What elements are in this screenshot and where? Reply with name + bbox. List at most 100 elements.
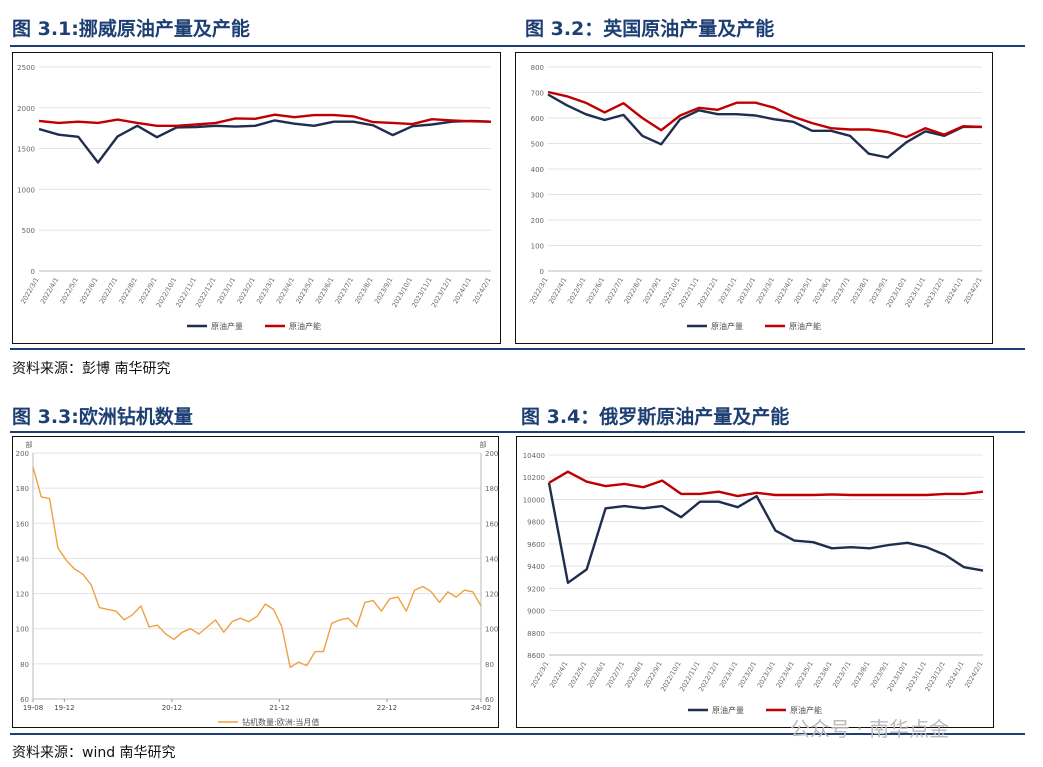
x-tick-label: 2022/3/1	[19, 276, 41, 305]
x-tick-label: 2023/1/1	[216, 276, 238, 305]
x-tick-label: 2024/2/1	[963, 660, 985, 689]
y-tick-label: 500	[22, 227, 35, 235]
legend-label: 原油产能	[289, 321, 321, 331]
x-tick-label: 2022/4/1	[39, 276, 61, 305]
chart-title-russia: 图 3.4：俄罗斯原油产量及产能	[521, 406, 790, 428]
chart-title-europe-rigs: 图 3.3:欧洲钻机数量	[12, 406, 193, 428]
y-tick-label: 8600	[527, 652, 545, 660]
legend-label: 原油产量	[211, 321, 243, 331]
y-tick-label: 200	[531, 217, 544, 225]
watermark: 公众号 · 南华点金	[790, 717, 950, 741]
y-tick-label: 100	[531, 243, 544, 251]
x-tick-label: 2023/3/1	[255, 276, 277, 305]
x-tick-label: 2022/9/1	[137, 276, 159, 305]
y-tick-label: 500	[531, 141, 544, 149]
y-tick-label-right: 180	[485, 485, 498, 493]
legend-label: 原油产量	[712, 705, 744, 715]
chart-panel-norway: 0 500 1000 1500 2000 2500 2022/3/1 2022/4/1 2022…	[12, 52, 501, 344]
x-tick-label: 2023/12/1	[430, 276, 454, 309]
x-tick-label: 2023/9/1	[373, 276, 395, 305]
y-tick-label: 400	[531, 166, 544, 174]
y-tick-label: 200	[16, 450, 29, 458]
legend-label: 原油产能	[789, 321, 821, 331]
source-note-bottom: 资料来源：wind 南华研究	[12, 745, 176, 761]
legend-label: 原油产量	[711, 321, 743, 331]
y-tick-label: 300	[531, 192, 544, 200]
x-tick-label: 2022/12/1	[194, 276, 218, 309]
y-tick-label-right: 80	[485, 661, 494, 669]
x-tick-label: 2022/6/1	[78, 276, 100, 305]
chart-russia: 8600 8800 9000 9200 9400 9600 9800 10000 10200 10…	[523, 452, 985, 715]
y-tick-label: 2000	[17, 105, 35, 113]
chart-uk: 01002003004005006007008002022/3/12022/4/…	[528, 64, 984, 331]
series-line-1	[547, 93, 982, 159]
y-tick-label: 10200	[523, 474, 545, 482]
y-tick-label: 9800	[527, 519, 545, 527]
y-tick-label: 10400	[523, 452, 545, 460]
y-tick-label: 1500	[17, 146, 35, 154]
series-line-1	[547, 482, 984, 585]
y-tick-label: 8800	[527, 630, 545, 638]
y-tick-label: 600	[531, 115, 544, 123]
y-tick-label: 60	[20, 696, 29, 704]
x-tick-label: 19-08	[23, 704, 43, 712]
chart-europe-rigs: 60 60 80 80 100 100 120 120 140 140 160 160 180 180 20…	[16, 440, 499, 727]
y-tick-label: 2500	[17, 64, 35, 72]
y-tick-label-right: 200	[485, 450, 498, 458]
x-tick-label: 22-12	[377, 704, 397, 712]
y-tick-label: 140	[16, 555, 29, 563]
x-tick-label: 2023/5/1	[294, 276, 316, 305]
x-tick-label: 2023/7/1	[334, 276, 356, 305]
divider-mid-2	[10, 431, 1025, 433]
x-tick-label: 2024/1/1	[452, 276, 474, 305]
y-tick-label: 9400	[527, 563, 545, 571]
x-tick-label: 2023/8/1	[353, 276, 375, 305]
y-tick-label: 0	[540, 268, 544, 276]
y-tick-label: 180	[16, 485, 29, 493]
unit-label-right: 部	[480, 440, 487, 449]
y-tick-label-right: 60	[485, 696, 494, 704]
y-tick-label: 0	[31, 268, 35, 276]
y-tick-label: 800	[531, 64, 544, 72]
x-tick-label: 21-12	[269, 704, 289, 712]
series-line-2	[38, 113, 492, 128]
chart-panel-uk: 0 100 200 300 400 500 600 700 800 2022/3/1 2022/4/…	[515, 52, 993, 344]
x-tick-label: 2023/4/1	[275, 276, 297, 305]
x-tick-label: 2023/6/1	[314, 276, 336, 305]
chart-title-uk: 图 3.2：英国原油产量及产能	[525, 18, 775, 40]
x-tick-label: 2022/5/1	[59, 276, 81, 305]
x-tick-label: 2022/8/1	[117, 276, 139, 305]
legend-label: 钻机数量:欧洲:当月值	[242, 717, 319, 727]
divider-bottom	[10, 733, 1025, 735]
y-tick-label: 10000	[523, 496, 545, 504]
divider-top	[10, 45, 1025, 47]
series-line-1	[38, 119, 492, 164]
y-tick-label: 80	[20, 661, 29, 669]
x-tick-label: 19-12	[54, 704, 74, 712]
chart-panel-europe-rigs: 60 60 80 80 100 100 120 120 140 140 160 160 180 180 20…	[12, 436, 499, 728]
y-tick-label: 9200	[527, 585, 545, 593]
y-tick-label-right: 120	[485, 591, 498, 599]
x-tick-label: 20-12	[162, 704, 182, 712]
source-note-top: 资料来源：彭博 南华研究	[12, 361, 171, 377]
y-tick-label: 160	[16, 520, 29, 528]
y-tick-label: 1000	[17, 186, 35, 194]
x-tick-label: 2024/2/1	[471, 276, 493, 305]
unit-label-left: 部	[26, 440, 33, 449]
y-tick-label: 9000	[527, 608, 545, 616]
x-tick-label: 2024/2/1	[962, 276, 984, 305]
legend-label: 原油产能	[790, 705, 822, 715]
series-line-2	[548, 470, 984, 498]
y-tick-label: 700	[531, 90, 544, 98]
series-line-1	[32, 466, 482, 669]
y-tick-label: 100	[16, 626, 29, 634]
y-tick-label: 9600	[527, 541, 545, 549]
series-line-2	[547, 90, 983, 139]
divider-mid-1	[10, 348, 1025, 350]
x-tick-label: 24-02	[471, 704, 491, 712]
y-tick-label-right: 100	[485, 626, 498, 634]
y-tick-label-right: 160	[485, 520, 498, 528]
x-tick-label: 2023/2/1	[235, 276, 257, 305]
x-tick-label: 2022/7/1	[98, 276, 120, 305]
chart-norway: 050010001500200025002022/3/12022/4/12022…	[17, 64, 493, 331]
